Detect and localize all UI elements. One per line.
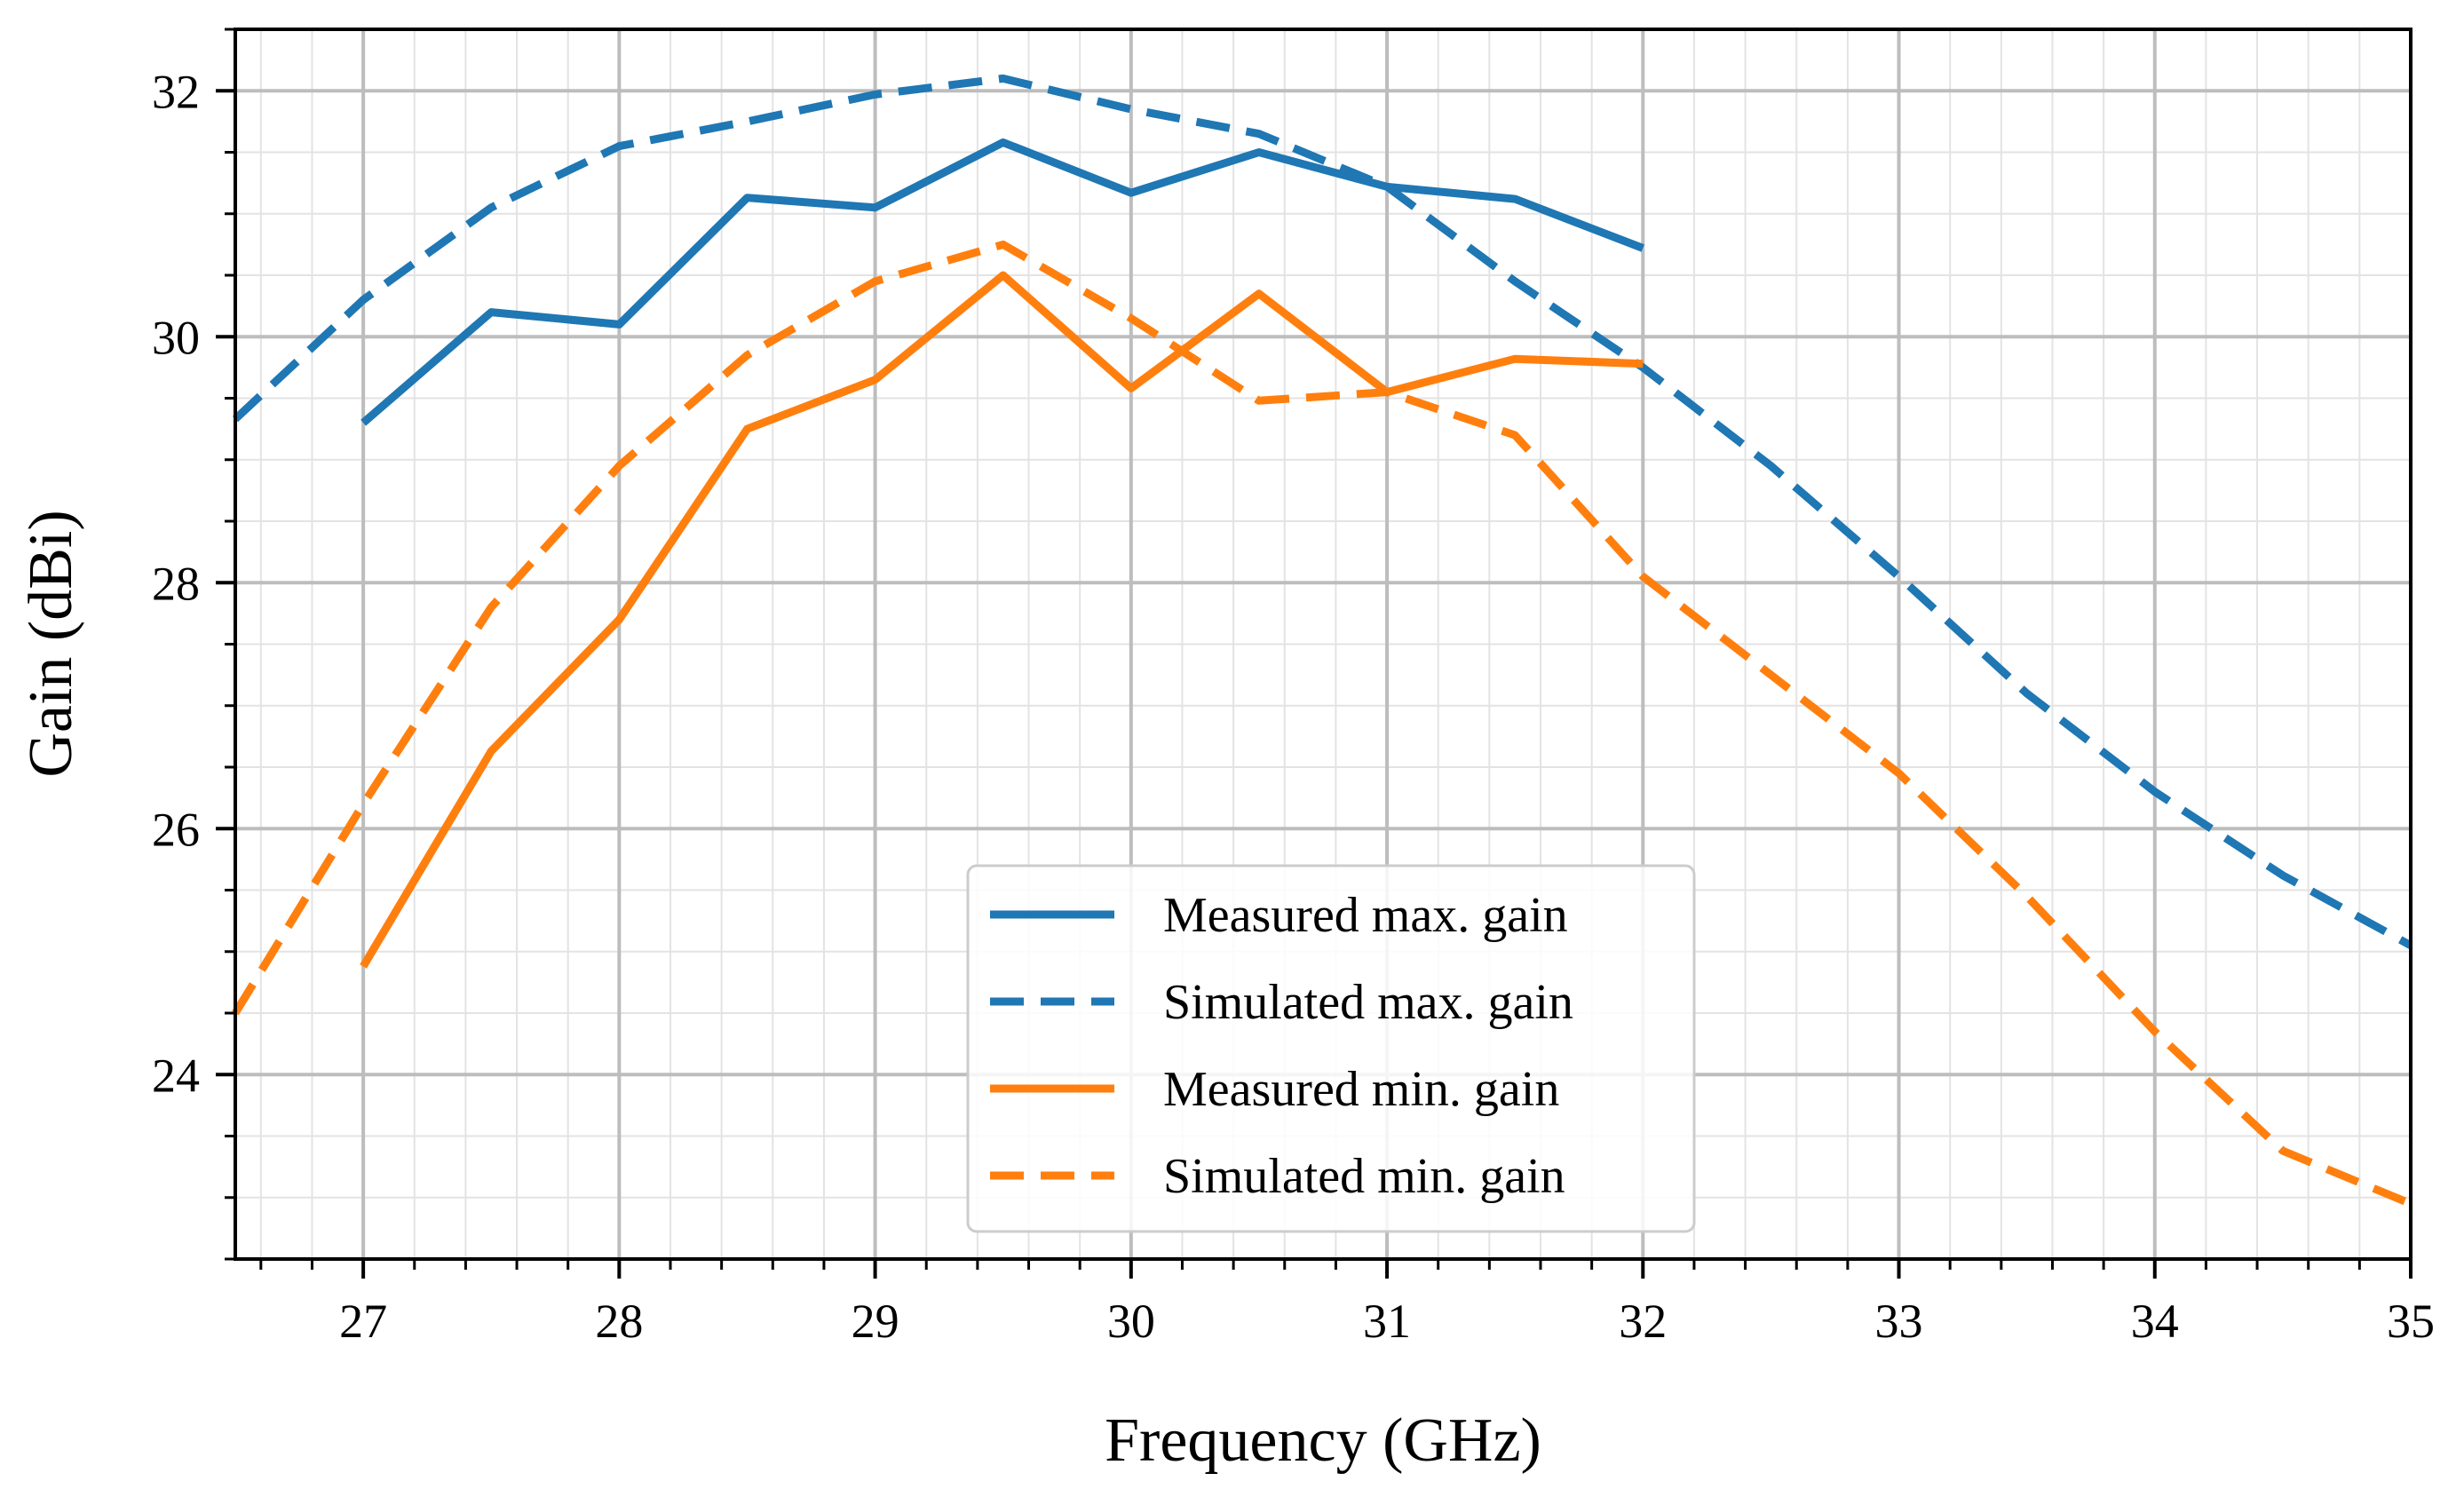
series-line-simulated-max-gain: [232, 74, 2413, 949]
x-tick-label: 28: [595, 1295, 643, 1348]
x-tick-label: 35: [2387, 1295, 2435, 1348]
x-axis-title: Frequency (GHz): [1105, 1406, 1541, 1475]
x-tick-label: 34: [2131, 1295, 2179, 1348]
y-tick-label: 32: [152, 65, 200, 118]
x-tick-label: 27: [339, 1295, 387, 1348]
legend: Measured max. gain Simulated max. gain Mea…: [966, 864, 1696, 1233]
y-axis-title: Gain (dBi): [17, 510, 85, 777]
y-tick-label: 26: [152, 803, 200, 856]
y-tick-label: 28: [152, 557, 200, 610]
x-tick-label: 31: [1363, 1295, 1411, 1348]
x-tick-label: 29: [852, 1295, 899, 1348]
legend-label: Simulated max. gain: [1163, 975, 1573, 1030]
series-line-measured-max-gain: [360, 138, 1644, 426]
x-tick-label: 33: [1875, 1295, 1923, 1348]
y-tick-label: 24: [152, 1049, 200, 1102]
y-tick-label: 30: [152, 311, 200, 364]
series-layer: [232, 74, 2413, 1208]
series-line-measured-min-gain: [360, 271, 1644, 969]
legend-label: Measured max. gain: [1163, 888, 1568, 943]
legend-label: Simulated min. gain: [1163, 1149, 1565, 1204]
tick-labels: 27 28 29 30 31 32 33 34 35 24 26 28 30 32: [152, 65, 2435, 1348]
x-tick-label: 32: [1619, 1295, 1667, 1348]
series-line-simulated-min-gain: [232, 240, 2413, 1208]
legend-box: [966, 864, 1696, 1233]
x-tick-label: 30: [1107, 1295, 1155, 1348]
axis-ticks: [216, 28, 2413, 1279]
legend-label: Measured min. gain: [1163, 1062, 1559, 1117]
